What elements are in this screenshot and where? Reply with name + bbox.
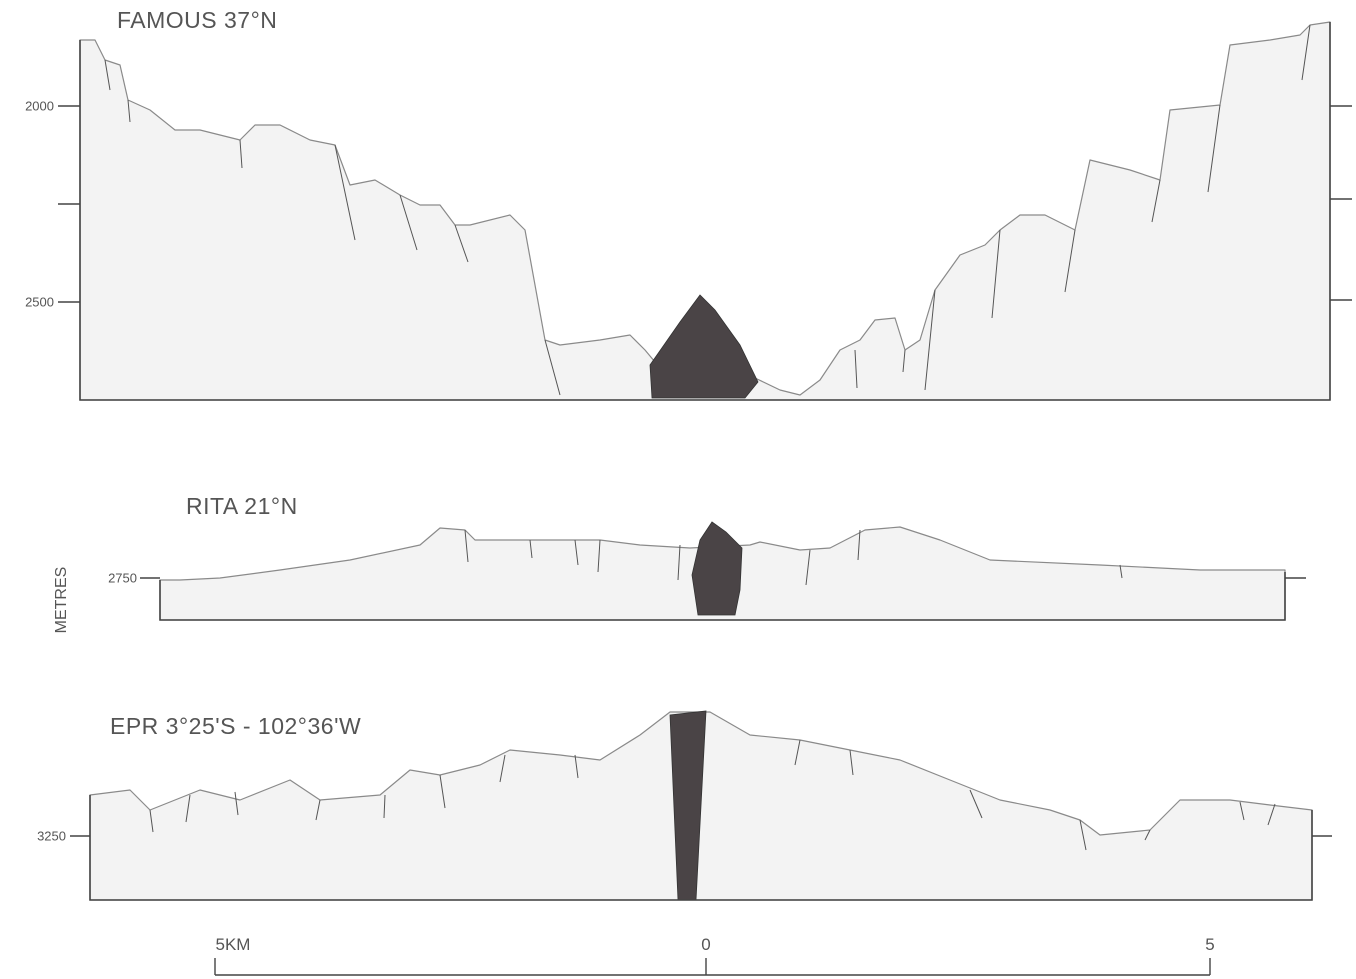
frame — [79, 22, 1331, 401]
fault-scarps — [149, 739, 1276, 851]
frame — [89, 795, 1313, 901]
scale-label: 5KM — [216, 935, 251, 954]
famous-profile: FAMOUS 37°N 2000 2500 — [25, 7, 1352, 401]
scale-bar: 5KM 0 5 — [214, 935, 1215, 976]
epr-profile: EPR 3°25'S - 102°36'W 3250 — [37, 710, 1332, 901]
depth-label: 2000 — [25, 98, 54, 113]
rita-profile: RITA 21°N 2750 — [108, 493, 1306, 621]
depth-label: 2500 — [25, 294, 54, 309]
profile-title: FAMOUS 37°N — [117, 7, 277, 33]
frame — [159, 572, 1286, 621]
volcano — [691, 521, 743, 616]
scale-label: 5 — [1205, 935, 1214, 954]
volcano — [649, 294, 759, 399]
fault-scarps — [464, 529, 1123, 586]
scale-label: 0 — [701, 935, 710, 954]
depth-label: 3250 — [37, 828, 66, 843]
fault-scarps — [104, 24, 1311, 396]
depth-label: 2750 — [108, 570, 137, 585]
profile-title: EPR 3°25'S - 102°36'W — [110, 713, 361, 739]
axis-label: METRES — [53, 567, 70, 634]
profile-title: RITA 21°N — [186, 493, 298, 519]
